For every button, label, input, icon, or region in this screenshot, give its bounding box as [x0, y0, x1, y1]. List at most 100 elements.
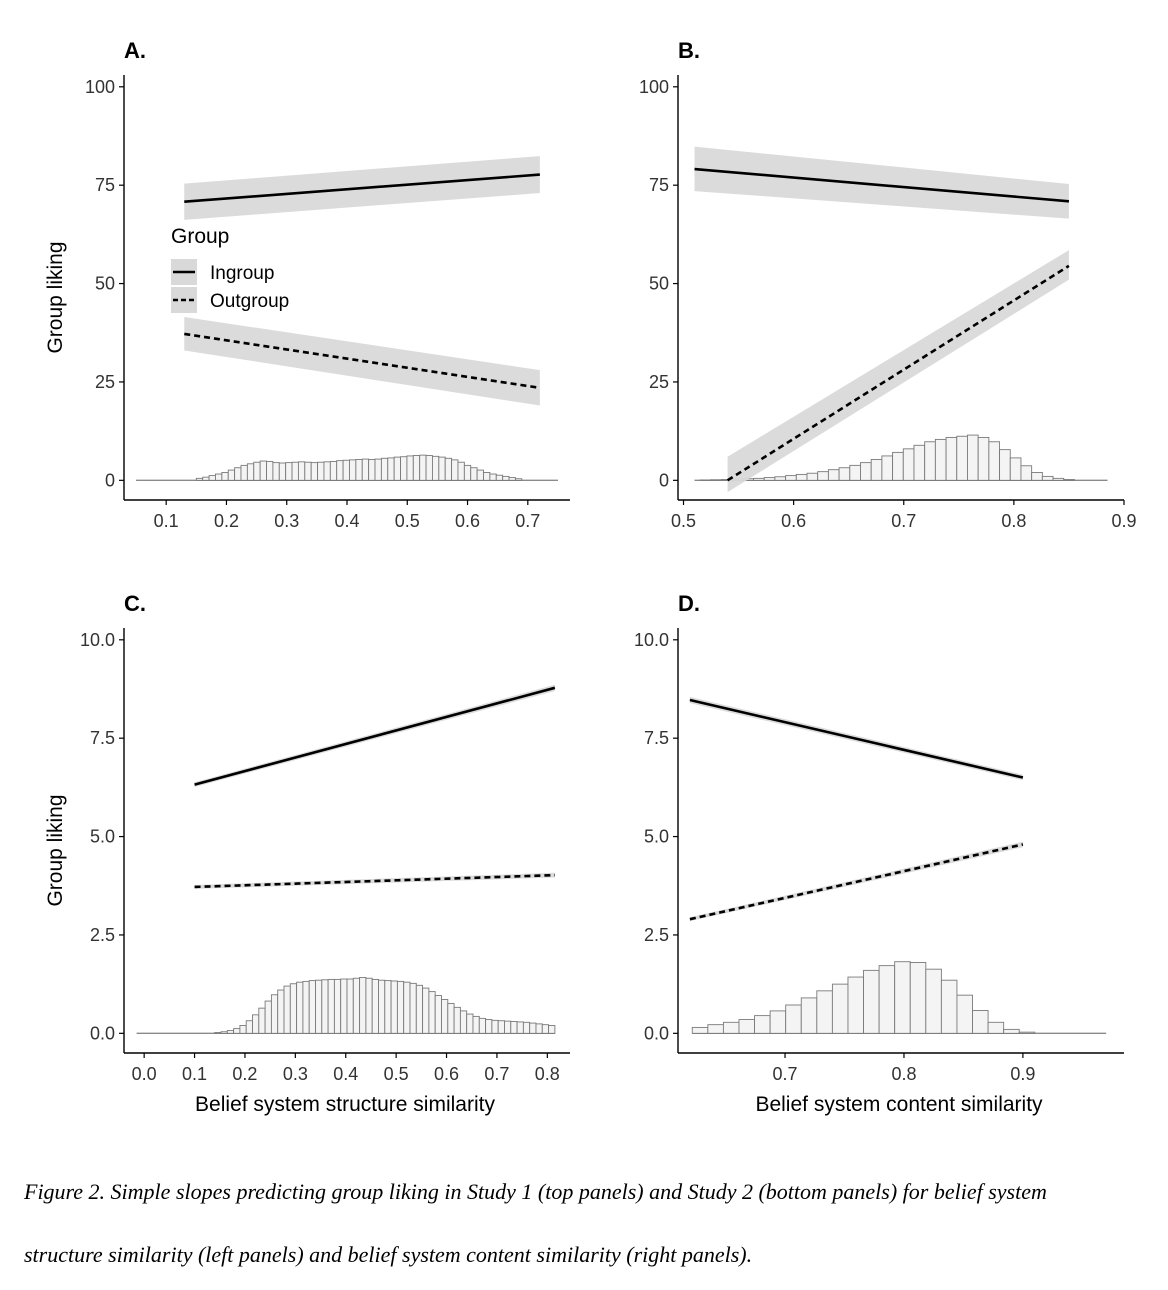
- histogram-bar: [913, 444, 926, 481]
- histogram-bar: [987, 1021, 1005, 1034]
- histogram-bar: [497, 1020, 505, 1034]
- series-line-ingroup: [184, 173, 540, 204]
- histogram-bar: [769, 1010, 787, 1034]
- histogram-bar: [1041, 475, 1054, 481]
- histogram-bar: [1063, 479, 1075, 481]
- histogram-bar: [1020, 465, 1033, 481]
- y-axis-title: Group liking: [44, 241, 67, 353]
- histogram-bar: [999, 449, 1011, 481]
- histogram-bar: [831, 983, 849, 1034]
- histogram-bar: [816, 990, 833, 1034]
- histogram-bar: [234, 467, 242, 481]
- series-line-ingroup: [694, 167, 1070, 203]
- histogram-bar: [863, 969, 880, 1034]
- x-tick-label: 0.5: [671, 511, 696, 531]
- histogram-bar: [412, 455, 421, 481]
- histogram-bar: [491, 1019, 499, 1034]
- x-tick-label: 0.4: [333, 1064, 358, 1084]
- y-tick-label: 0: [105, 470, 115, 490]
- x-tick-label: 0.4: [334, 511, 359, 531]
- histogram-bar: [504, 1020, 512, 1034]
- histogram-bar: [909, 962, 927, 1034]
- histogram-bar: [967, 434, 979, 481]
- histogram-bar: [296, 981, 304, 1034]
- histogram-bar: [495, 474, 504, 481]
- histogram-bar: [934, 438, 947, 481]
- histogram-bar: [541, 1024, 550, 1034]
- x-tick-label: 0.7: [484, 1064, 509, 1084]
- x-tick-label: 0.6: [781, 511, 806, 531]
- y-tick-label: 0.0: [90, 1023, 115, 1043]
- x-axis-title: Belief system content similarity: [755, 1093, 1043, 1116]
- histogram-bar: [323, 461, 331, 481]
- histogram-bar: [478, 1017, 487, 1034]
- histogram-bar: [945, 436, 958, 481]
- x-tick-label: 0.6: [434, 1064, 459, 1084]
- histogram-bar: [393, 456, 401, 481]
- histogram-bar: [355, 459, 363, 481]
- histogram-bar: [384, 980, 392, 1034]
- histogram-bar: [349, 459, 357, 481]
- histogram-bar: [707, 1024, 724, 1034]
- ci-ribbon-outgroup: [727, 250, 1069, 493]
- histogram-bar: [956, 994, 973, 1034]
- y-tick-label: 5.0: [90, 827, 115, 847]
- series-line-outgroup: [194, 873, 555, 889]
- histogram-bar: [738, 1019, 755, 1034]
- histogram-bar: [302, 980, 310, 1034]
- histogram-bar: [940, 979, 958, 1034]
- x-tick-label: 0.5: [384, 1064, 409, 1084]
- x-tick-label: 0.8: [891, 1064, 916, 1084]
- histogram-bar: [800, 997, 818, 1034]
- y-tick-label: 50: [649, 274, 669, 294]
- histogram-bar: [434, 995, 442, 1034]
- histogram-bar: [451, 459, 459, 481]
- y-tick-label: 5.0: [644, 827, 669, 847]
- legend-label: Outgroup: [210, 291, 289, 312]
- series-line-outgroup: [689, 843, 1024, 921]
- histogram-bar: [409, 982, 417, 1034]
- histogram-bar: [227, 469, 236, 481]
- histogram-bar: [233, 1028, 241, 1034]
- histogram-bar: [860, 462, 872, 481]
- histogram-bar: [220, 1031, 228, 1034]
- histogram-bar: [277, 989, 285, 1034]
- histogram-bar: [972, 1010, 989, 1034]
- histogram-bar: [371, 978, 379, 1034]
- histogram-bar: [226, 1030, 235, 1034]
- y-tick-label: 7.5: [90, 728, 115, 748]
- histogram-bar: [902, 448, 915, 481]
- histogram-bar: [508, 477, 516, 481]
- histogram-bar: [795, 473, 808, 481]
- x-tick-label: 0.3: [283, 1064, 308, 1084]
- x-tick-label: 0.2: [214, 511, 239, 531]
- histogram-bar: [259, 460, 267, 481]
- histogram-bar: [195, 477, 204, 481]
- histogram-bar: [472, 1015, 480, 1034]
- histogram-bar: [368, 459, 376, 481]
- histogram-bar: [208, 475, 216, 481]
- histogram-bar: [827, 469, 840, 481]
- x-tick-label: 0.7: [891, 511, 916, 531]
- panel-label: B.: [678, 38, 700, 63]
- histogram-bar: [457, 461, 465, 481]
- histogram-bar: [380, 457, 389, 481]
- histogram-bar: [548, 1025, 556, 1034]
- histogram-bar: [1009, 457, 1022, 481]
- histogram-bar: [459, 1010, 468, 1034]
- histogram-bar: [266, 460, 274, 481]
- histogram-bar: [485, 1019, 493, 1034]
- series-line-ingroup: [194, 686, 556, 786]
- y-tick-label: 2.5: [90, 925, 115, 945]
- histogram-bar: [283, 985, 291, 1034]
- histogram-bar: [415, 984, 424, 1034]
- figure: A. 0 25 50 75 100 0.1 0.2 0.3 0.4 0.5 0.6 0.7 Group l…: [44, 38, 1137, 1116]
- histogram-bar: [870, 459, 883, 481]
- y-tick-label: 25: [649, 372, 669, 392]
- histogram-bar: [239, 1025, 247, 1034]
- x-tick-label: 0.9: [1010, 1064, 1035, 1084]
- x-tick-label: 0.5: [395, 511, 420, 531]
- x-tick-label: 0.8: [1001, 511, 1026, 531]
- y-tick-label: 2.5: [644, 925, 669, 945]
- legend-label: Ingroup: [210, 263, 274, 284]
